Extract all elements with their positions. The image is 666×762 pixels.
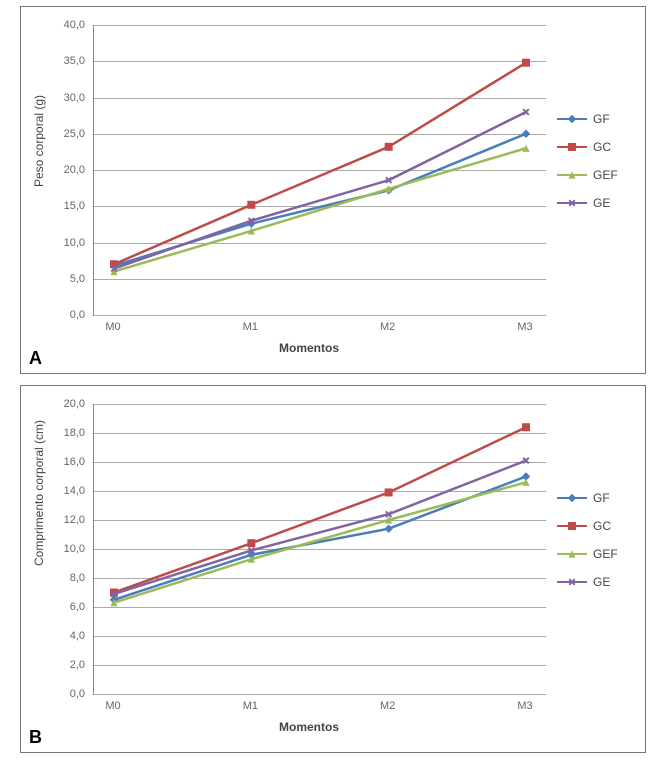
legend-label: GF <box>593 112 610 126</box>
y-tick-label: 12,0 <box>45 514 85 526</box>
legend-label: GE <box>593 575 610 589</box>
legend-item-ge: GE <box>557 575 618 589</box>
y-tick-label: 18,0 <box>45 427 85 439</box>
figure-wrapper: 0,0 5,0 10,0 15,0 20,0 25,0 30,0 35,0 40,0 Peso c… <box>0 0 666 762</box>
plot-area <box>93 25 546 316</box>
y-tick-label: 5,0 <box>45 273 85 285</box>
legend-swatch <box>557 577 587 587</box>
legend-item-gef: GEF <box>557 547 618 561</box>
y-tick-label: 30,0 <box>45 92 85 104</box>
series-line-gc <box>114 427 526 592</box>
legend-swatch <box>557 549 587 559</box>
legend-swatch <box>557 493 587 503</box>
legend-label: GEF <box>593 168 618 182</box>
legend-item-gc: GC <box>557 519 618 533</box>
legend-label: GC <box>593 140 611 154</box>
series-line-ge <box>114 461 526 594</box>
series-line-gc <box>114 63 526 265</box>
legend-item-gc: GC <box>557 140 618 154</box>
y-axis-label: Comprimento corporal (cm) <box>32 530 46 566</box>
y-tick-label: 4,0 <box>45 630 85 642</box>
legend-label: GF <box>593 491 610 505</box>
y-tick-label: 10,0 <box>45 543 85 555</box>
gridline <box>94 694 546 695</box>
y-tick-label: 16,0 <box>45 456 85 468</box>
legend-label: GE <box>593 196 610 210</box>
legend-item-gf: GF <box>557 112 618 126</box>
x-axis-label: Momentos <box>279 341 339 355</box>
plot-area <box>93 404 546 695</box>
legend-swatch <box>557 170 587 180</box>
chart-panel-b: 0,0 2,0 4,0 6,0 8,0 10,0 12,0 14,0 16,0 18,0 20,0 C… <box>20 385 646 753</box>
y-tick-label: 15,0 <box>45 200 85 212</box>
y-tick-label: 8,0 <box>45 572 85 584</box>
legend: GF GC GEF GE <box>557 98 618 224</box>
y-tick-label: 0,0 <box>45 688 85 700</box>
legend-item-ge: GE <box>557 196 618 210</box>
series-marker-gc <box>247 539 255 547</box>
series-marker-gf <box>522 130 530 138</box>
y-tick-label: 2,0 <box>45 659 85 671</box>
legend: GF GC GEF GE <box>557 477 618 603</box>
series-marker-gc <box>385 488 393 496</box>
series-line-gf <box>114 477 526 600</box>
series-line-ge <box>114 112 526 269</box>
chart-lines <box>94 25 546 315</box>
x-tick-label: M3 <box>505 700 545 712</box>
y-tick-label: 14,0 <box>45 485 85 497</box>
legend-label: GC <box>593 519 611 533</box>
x-tick-label: M2 <box>368 321 408 333</box>
y-tick-label: 10,0 <box>45 237 85 249</box>
chart-lines <box>94 404 546 694</box>
x-tick-label: M0 <box>93 700 133 712</box>
series-marker-gc <box>522 423 530 431</box>
y-tick-label: 25,0 <box>45 128 85 140</box>
series-line-gef <box>114 148 526 271</box>
y-tick-label: 35,0 <box>45 55 85 67</box>
y-tick-label: 20,0 <box>45 164 85 176</box>
x-tick-label: M1 <box>230 321 270 333</box>
x-axis-label: Momentos <box>279 720 339 734</box>
legend-swatch <box>557 521 587 531</box>
y-tick-label: 6,0 <box>45 601 85 613</box>
legend-item-gf: GF <box>557 491 618 505</box>
y-tick-label: 40,0 <box>45 19 85 31</box>
series-marker-gc <box>247 201 255 209</box>
series-marker-gc <box>385 143 393 151</box>
panel-letter: B <box>29 727 42 748</box>
y-tick-label: 0,0 <box>45 309 85 321</box>
legend-item-gef: GEF <box>557 168 618 182</box>
y-axis-label: Peso corporal (g) <box>32 151 46 187</box>
x-tick-label: M1 <box>230 700 270 712</box>
series-marker-gc <box>522 59 530 67</box>
x-tick-label: M3 <box>505 321 545 333</box>
legend-swatch <box>557 114 587 124</box>
panel-letter: A <box>29 348 42 369</box>
x-tick-label: M2 <box>368 700 408 712</box>
legend-swatch <box>557 142 587 152</box>
legend-label: GEF <box>593 547 618 561</box>
gridline <box>94 315 546 316</box>
y-tick-label: 20,0 <box>45 398 85 410</box>
legend-swatch <box>557 198 587 208</box>
series-marker-gf <box>384 524 392 532</box>
chart-panel-a: 0,0 5,0 10,0 15,0 20,0 25,0 30,0 35,0 40,0 Peso c… <box>20 6 646 374</box>
x-tick-label: M0 <box>93 321 133 333</box>
